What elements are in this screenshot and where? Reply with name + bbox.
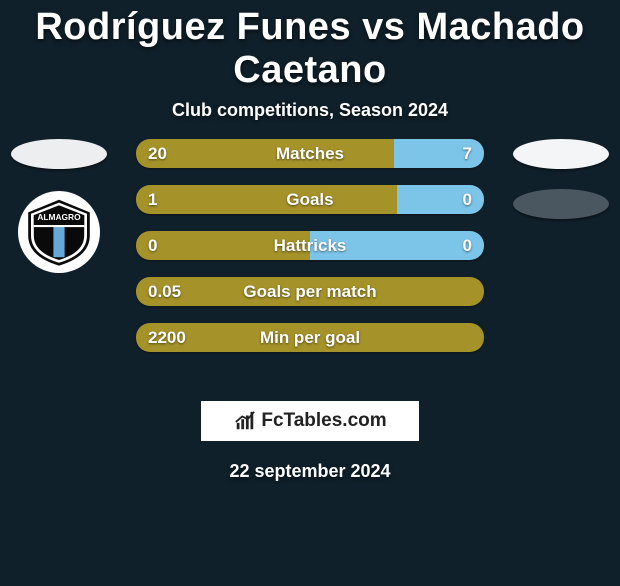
stat-bar: 2200Min per goal — [136, 323, 484, 352]
comparison-area: ALMAGRO 207Matches 10Goals 00Hattricks 0.05… — [0, 139, 620, 379]
club-name-text: ALMAGRO — [37, 212, 81, 222]
player1-avatar — [11, 139, 107, 169]
page-title: Rodríguez Funes vs Machado Caetano — [0, 6, 620, 92]
branding-text: FcTables.com — [261, 410, 386, 432]
comparison-bars: 207Matches 10Goals 00Hattricks 0.05Goals pe… — [136, 139, 484, 352]
stat-bar: 00Hattricks — [136, 231, 484, 260]
player2-avatar-bottom — [513, 189, 609, 219]
stat-bar: 10Goals — [136, 185, 484, 214]
club-badge-icon: ALMAGRO — [24, 197, 94, 267]
player2-avatar-top — [513, 139, 609, 169]
date-text: 22 september 2024 — [0, 461, 620, 482]
stat-bar: 0.05Goals per match — [136, 277, 484, 306]
player2-column — [506, 139, 616, 219]
chart-icon — [233, 410, 257, 432]
page-subtitle: Club competitions, Season 2024 — [0, 100, 620, 121]
player1-club-badge: ALMAGRO — [18, 191, 100, 273]
stat-label: Min per goal — [136, 323, 484, 352]
branding-badge: FcTables.com — [201, 401, 419, 441]
stat-label: Matches — [136, 139, 484, 168]
stat-label: Goals — [136, 185, 484, 214]
stat-bar: 207Matches — [136, 139, 484, 168]
player1-column: ALMAGRO — [4, 139, 114, 273]
stat-label: Goals per match — [136, 277, 484, 306]
stat-label: Hattricks — [136, 231, 484, 260]
